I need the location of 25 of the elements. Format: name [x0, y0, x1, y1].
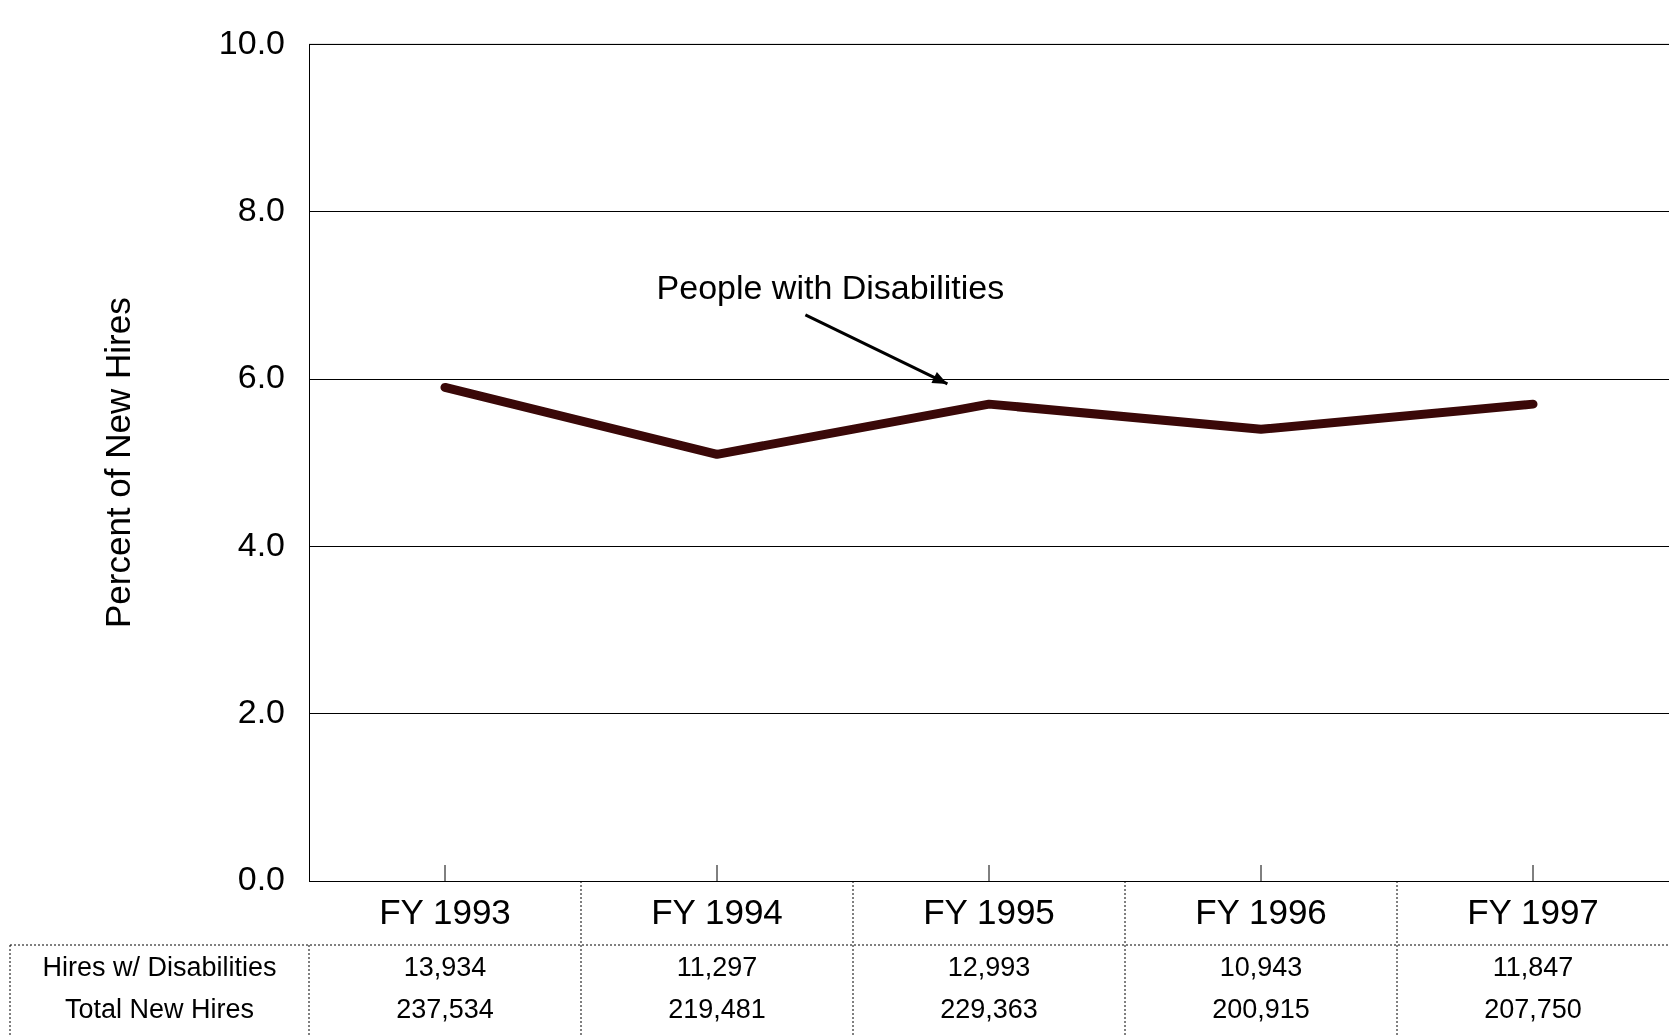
text: 13,934 [403, 952, 487, 983]
text: 229,363 [940, 994, 1038, 1025]
x-tick-label: FY 1993 [379, 891, 511, 931]
text: 10,943 [1219, 952, 1303, 983]
y-tick-label: 8.0 [237, 190, 285, 229]
text: Total New Hires [64, 994, 255, 1025]
text: 200,915 [1212, 994, 1310, 1025]
x-tick-label: FY 1994 [651, 891, 783, 931]
text: 207,750 [1484, 994, 1582, 1025]
text: 11,297 [676, 952, 758, 983]
text: Hires w/ Disabilities [42, 952, 277, 983]
x-tick-label: FY 1997 [1467, 891, 1599, 931]
y-tick-label: 0.0 [237, 859, 285, 898]
y-tick-label: 10.0 [218, 22, 285, 61]
annotation: People with Disabilities [656, 268, 1005, 307]
y-tick-label: 2.0 [237, 692, 285, 731]
text: 237,534 [396, 994, 494, 1025]
y-tick-label: 6.0 [237, 357, 285, 396]
x-tick-label: FY 1996 [1195, 891, 1327, 931]
y-axis-title: Percent of New Hires [97, 297, 137, 629]
text: 11,847 [1492, 952, 1574, 983]
text: 219,481 [668, 994, 766, 1025]
x-tick-label: FY 1995 [923, 891, 1055, 931]
y-tick-label: 4.0 [237, 524, 285, 563]
text: 12,993 [947, 952, 1031, 983]
